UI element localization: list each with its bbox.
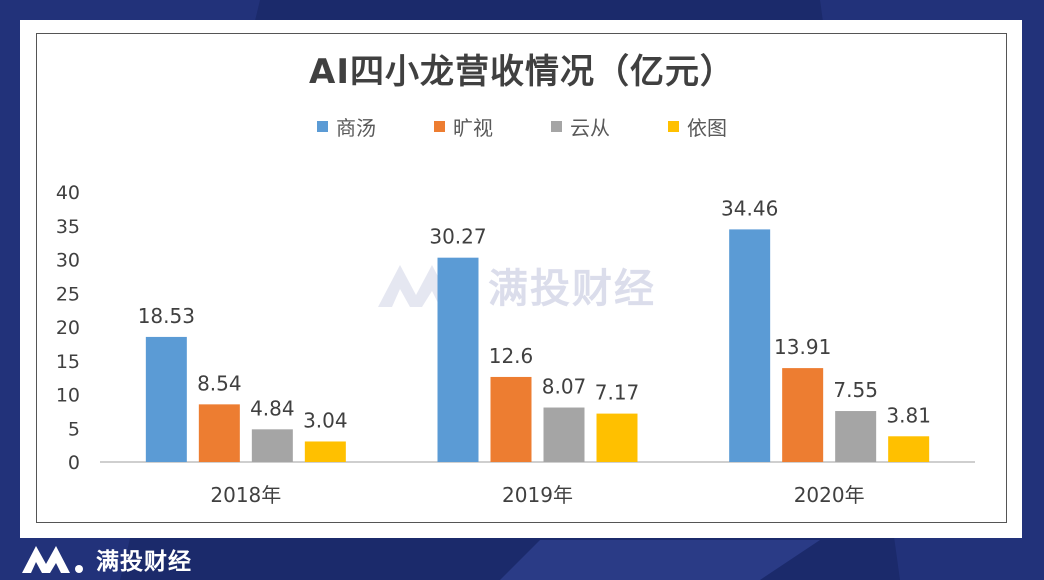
brand-logo-icon <box>22 546 83 573</box>
chart-title: AI四小龙营收情况（亿元） <box>309 52 735 92</box>
bar <box>835 411 877 462</box>
y-tick-label: 20 <box>56 317 80 339</box>
data-label: 7.55 <box>833 378 878 402</box>
x-tick-label: 2020年 <box>794 483 865 507</box>
watermark-text: 满投财经 <box>488 266 656 312</box>
data-label: 18.53 <box>138 304 195 328</box>
bar <box>888 436 930 462</box>
bar <box>543 407 585 462</box>
bar <box>145 336 187 462</box>
legend-swatch <box>434 121 445 132</box>
y-tick-label: 40 <box>56 182 80 204</box>
y-tick-label: 30 <box>56 250 80 272</box>
footer-brand: 满投财经 <box>20 538 192 580</box>
y-tick-label: 0 <box>68 452 80 474</box>
legend-swatch <box>668 121 679 132</box>
data-label: 4.84 <box>250 396 295 420</box>
y-tick-label: 25 <box>56 283 80 305</box>
y-tick-label: 5 <box>68 418 80 440</box>
bar <box>198 404 240 462</box>
y-tick-label: 15 <box>56 351 80 373</box>
x-tick-label: 2019年 <box>502 483 573 507</box>
data-label: 34.46 <box>721 196 778 220</box>
legend-label: 云从 <box>570 116 610 140</box>
bar <box>304 441 346 462</box>
data-label: 8.07 <box>542 375 587 399</box>
bar <box>437 257 479 462</box>
legend-item-kuangshi: 旷视 <box>434 112 493 141</box>
legend-label: 依图 <box>687 116 727 140</box>
legend-swatch <box>317 121 328 132</box>
watermark: 满投财经 <box>376 256 656 314</box>
data-label: 30.27 <box>429 225 486 249</box>
bar <box>729 229 771 462</box>
bar <box>251 429 293 462</box>
data-label: 12.6 <box>489 344 534 368</box>
bar <box>782 368 824 462</box>
y-tick-label: 35 <box>56 216 80 238</box>
legend-swatch <box>551 121 562 132</box>
legend-item-yitu: 依图 <box>668 112 727 141</box>
legend-item-shangtang: 商汤 <box>317 112 376 141</box>
footer-brand-name: 满投财经 <box>96 549 192 575</box>
data-label: 8.54 <box>197 371 242 395</box>
x-tick-label: 2018年 <box>210 483 281 507</box>
bar <box>490 376 532 462</box>
data-label: 3.04 <box>303 408 348 432</box>
legend-label: 商汤 <box>336 116 376 140</box>
data-label: 13.91 <box>774 335 831 359</box>
bar <box>596 413 638 462</box>
chart-legend: 商汤 旷视 云从 依图 <box>0 112 1044 141</box>
legend-label: 旷视 <box>453 116 493 140</box>
y-tick-label: 10 <box>56 385 80 407</box>
data-label: 7.17 <box>595 381 640 405</box>
legend-item-yuncong: 云从 <box>551 112 610 141</box>
data-label: 3.81 <box>886 403 931 427</box>
